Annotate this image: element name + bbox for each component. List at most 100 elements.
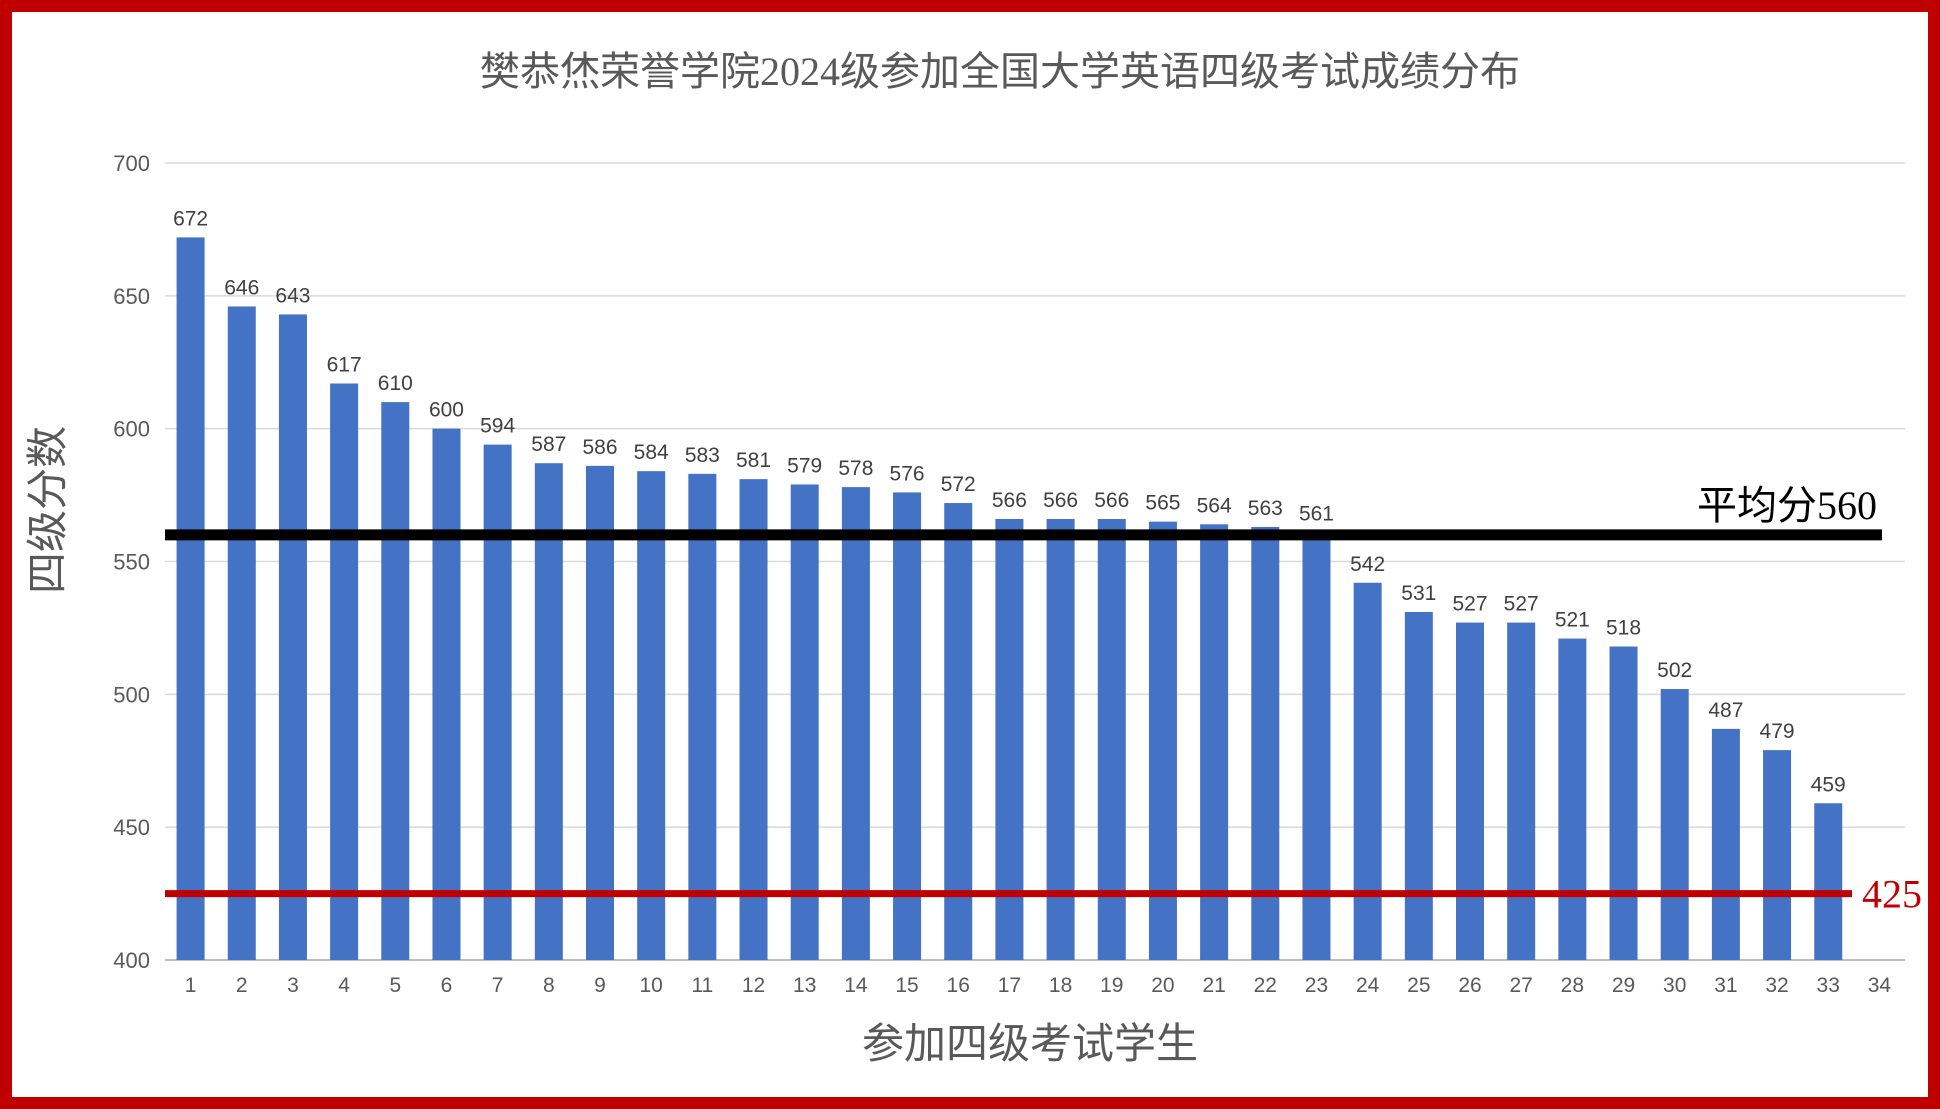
bar-value-label: 566 bbox=[1043, 489, 1078, 512]
y-tick-label: 400 bbox=[113, 948, 150, 973]
x-tick-label: 1 bbox=[185, 974, 197, 997]
bar bbox=[330, 383, 359, 961]
x-tick-label: 13 bbox=[793, 974, 816, 997]
bar bbox=[841, 487, 870, 960]
average-line-label: 平均分560 bbox=[1697, 483, 1877, 528]
bar bbox=[176, 237, 205, 961]
x-tick-label: 11 bbox=[691, 974, 713, 997]
x-tick-label: 9 bbox=[594, 974, 606, 997]
bar-value-label: 518 bbox=[1606, 617, 1641, 640]
x-tick-label: 26 bbox=[1458, 974, 1481, 997]
bar-value-label: 459 bbox=[1811, 773, 1846, 796]
x-tick-label: 31 bbox=[1714, 974, 1737, 997]
x-tick-label: 20 bbox=[1151, 974, 1174, 997]
bar bbox=[1097, 518, 1126, 960]
bar bbox=[278, 314, 307, 960]
x-tick-label: 7 bbox=[492, 974, 504, 997]
x-tick-label: 21 bbox=[1202, 974, 1225, 997]
x-tick-label: 28 bbox=[1561, 974, 1584, 997]
x-tick-label: 29 bbox=[1612, 974, 1635, 997]
x-tick-label: 32 bbox=[1765, 974, 1788, 997]
bar-value-label: 561 bbox=[1299, 502, 1334, 525]
bar-value-label: 583 bbox=[685, 444, 720, 467]
x-tick-label: 16 bbox=[947, 974, 970, 997]
bar bbox=[1200, 524, 1229, 960]
bar-value-label: 531 bbox=[1401, 582, 1436, 605]
x-tick-label: 8 bbox=[543, 974, 555, 997]
bar bbox=[893, 492, 922, 960]
x-tick-label: 22 bbox=[1254, 974, 1277, 997]
bar bbox=[790, 484, 819, 960]
bar bbox=[688, 473, 717, 960]
bar-value-label: 487 bbox=[1708, 699, 1743, 722]
bar bbox=[1814, 803, 1843, 960]
bar-value-label: 576 bbox=[890, 462, 925, 485]
bar bbox=[1558, 638, 1587, 960]
bar-value-label: 564 bbox=[1197, 494, 1232, 517]
bar bbox=[1251, 526, 1280, 960]
bar bbox=[1660, 689, 1689, 960]
x-tick-label: 2 bbox=[236, 974, 248, 997]
x-tick-label: 33 bbox=[1817, 974, 1840, 997]
x-tick-label: 12 bbox=[742, 974, 765, 997]
x-tick-label: 17 bbox=[998, 974, 1021, 997]
bar-value-label: 600 bbox=[429, 399, 464, 422]
bar bbox=[227, 306, 256, 961]
bar bbox=[586, 465, 614, 960]
bar bbox=[1456, 622, 1484, 960]
bar-value-label: 578 bbox=[838, 457, 873, 480]
x-tick-label: 18 bbox=[1049, 974, 1072, 997]
bar bbox=[1148, 521, 1177, 960]
y-tick-label: 700 bbox=[113, 151, 150, 176]
bar bbox=[381, 402, 410, 961]
x-tick-label: 4 bbox=[338, 974, 350, 997]
bar-value-label: 521 bbox=[1555, 609, 1590, 632]
bar bbox=[1404, 611, 1433, 960]
data-labels: 672 646 643 617 610 600 594 587 586 584 583 581 579 5… bbox=[173, 207, 1846, 796]
x-tick-label: 19 bbox=[1100, 974, 1123, 997]
bar bbox=[483, 444, 512, 960]
bar-value-label: 572 bbox=[941, 473, 976, 496]
x-tick-label: 30 bbox=[1663, 974, 1686, 997]
bar bbox=[1711, 728, 1740, 960]
x-tick-label: 3 bbox=[287, 974, 299, 997]
y-tick-label: 500 bbox=[113, 682, 150, 707]
bar-value-label: 563 bbox=[1248, 497, 1283, 520]
x-tick-label: 27 bbox=[1509, 974, 1532, 997]
x-tick-label: 6 bbox=[441, 974, 453, 997]
bar bbox=[432, 428, 461, 961]
bar-value-label: 527 bbox=[1452, 593, 1487, 616]
y-tick-label: 650 bbox=[113, 284, 150, 309]
bar bbox=[944, 503, 973, 960]
bar bbox=[739, 479, 768, 960]
chart-title: 樊恭烋荣誉学院2024级参加全国大学英语四级考试成绩分布 bbox=[480, 49, 1520, 94]
bar-value-label: 479 bbox=[1760, 720, 1795, 743]
x-tick-label: 25 bbox=[1407, 974, 1430, 997]
y-tick-label: 450 bbox=[113, 815, 150, 840]
y-axis-title: 四级分数 bbox=[26, 426, 72, 594]
bar-value-label: 586 bbox=[582, 436, 617, 459]
x-tick-label: 15 bbox=[895, 974, 918, 997]
bar-value-label: 646 bbox=[224, 276, 259, 299]
bar bbox=[995, 518, 1024, 960]
bars bbox=[176, 237, 1843, 961]
bar-value-label: 502 bbox=[1657, 659, 1692, 682]
cutoff-line-label: 425 bbox=[1862, 872, 1922, 917]
x-tick-label: 5 bbox=[389, 974, 401, 997]
bar bbox=[1046, 518, 1075, 960]
annotation-lines bbox=[165, 529, 1882, 898]
bar-value-label: 610 bbox=[378, 372, 413, 395]
bar-value-label: 617 bbox=[327, 354, 362, 377]
bar bbox=[1763, 750, 1792, 960]
bar-value-label: 565 bbox=[1145, 492, 1180, 515]
bar bbox=[1353, 582, 1382, 960]
bar bbox=[534, 463, 563, 960]
bar-value-label: 587 bbox=[531, 433, 566, 456]
bar bbox=[1507, 622, 1536, 960]
bar-value-label: 566 bbox=[1094, 489, 1129, 512]
gridlines bbox=[165, 162, 1905, 961]
bar-value-label: 594 bbox=[480, 415, 515, 438]
